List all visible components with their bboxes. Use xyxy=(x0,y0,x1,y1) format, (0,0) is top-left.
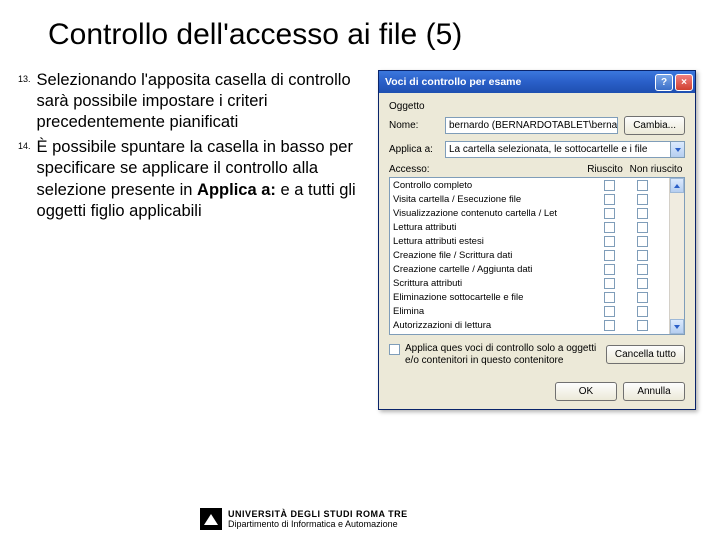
applyto-value: La cartella selezionata, le sottocartell… xyxy=(446,144,670,155)
permission-row: Scrittura attributi xyxy=(390,276,669,290)
permission-row: Controllo completo xyxy=(390,178,669,192)
dialog-title: Voci di controllo per esame xyxy=(385,76,653,88)
success-checkbox[interactable] xyxy=(604,320,615,331)
permission-row: Visita cartella / Esecuzione file xyxy=(390,192,669,206)
permission-row: Autorizzazioni di lettura xyxy=(390,318,669,332)
col-fail: Non riuscito xyxy=(627,164,685,175)
fail-checkbox[interactable] xyxy=(637,208,648,219)
bullet-list: 13. Selezionando l'apposita casella di c… xyxy=(18,70,378,410)
clear-all-button[interactable]: Cancella tutto xyxy=(606,345,685,364)
group-label: Oggetto xyxy=(389,101,685,112)
permission-name: Creazione cartelle / Aggiunta dati xyxy=(393,264,598,275)
scroll-up-icon[interactable] xyxy=(670,178,684,193)
list-number: 14. xyxy=(18,137,37,221)
success-checkbox[interactable] xyxy=(604,292,615,303)
slide-title: Controllo dell'accesso ai file (5) xyxy=(0,0,720,52)
footer-line2: Dipartimento di Informatica e Automazion… xyxy=(228,519,408,529)
list-text: È possibile spuntare la casella in basso… xyxy=(37,137,372,221)
fail-checkbox[interactable] xyxy=(637,264,648,275)
apply-only-checkbox[interactable]: Applica ques voci di controllo solo a og… xyxy=(389,343,600,366)
permission-name: Controllo completo xyxy=(393,180,598,191)
applyto-combo[interactable]: La cartella selezionata, le sottocartell… xyxy=(445,141,685,158)
acl-dialog: Voci di controllo per esame ? × Oggetto … xyxy=(378,70,696,410)
permission-name: Lettura attributi xyxy=(393,222,598,233)
ok-button[interactable]: OK xyxy=(555,382,617,401)
success-checkbox[interactable] xyxy=(604,250,615,261)
permission-row: Lettura attributi xyxy=(390,220,669,234)
success-checkbox[interactable] xyxy=(604,222,615,233)
success-checkbox[interactable] xyxy=(604,264,615,275)
permission-name: Autorizzazioni di lettura xyxy=(393,320,598,331)
footer: UNIVERSITÀ DEGLI STUDI ROMA TRE Dipartim… xyxy=(200,508,408,530)
fail-checkbox[interactable] xyxy=(637,194,648,205)
fail-checkbox[interactable] xyxy=(637,250,648,261)
footer-line1: UNIVERSITÀ DEGLI STUDI ROMA TRE xyxy=(228,509,408,519)
scrollbar[interactable] xyxy=(669,178,684,334)
fail-checkbox[interactable] xyxy=(637,306,648,317)
permission-row: Creazione file / Scrittura dati xyxy=(390,248,669,262)
change-button[interactable]: Cambia... xyxy=(624,116,685,135)
checkbox-icon[interactable] xyxy=(389,344,400,355)
fail-checkbox[interactable] xyxy=(637,278,648,289)
list-item: 14. È possibile spuntare la casella in b… xyxy=(18,137,372,221)
success-checkbox[interactable] xyxy=(604,194,615,205)
permission-name: Creazione file / Scrittura dati xyxy=(393,250,598,261)
permission-row: Creazione cartelle / Aggiunta dati xyxy=(390,262,669,276)
help-icon[interactable]: ? xyxy=(655,74,673,91)
fail-checkbox[interactable] xyxy=(637,320,648,331)
permission-row: Visualizzazione contenuto cartella / Let xyxy=(390,206,669,220)
permission-row: Lettura attributi estesi xyxy=(390,234,669,248)
permission-name: Visualizzazione contenuto cartella / Let xyxy=(393,208,598,219)
fail-checkbox[interactable] xyxy=(637,222,648,233)
permission-name: Elimina xyxy=(393,306,598,317)
list-item: 13. Selezionando l'apposita casella di c… xyxy=(18,70,372,133)
list-text: Selezionando l'apposita casella di contr… xyxy=(37,70,372,133)
scroll-track[interactable] xyxy=(670,193,684,319)
fail-checkbox[interactable] xyxy=(637,180,648,191)
list-number: 13. xyxy=(18,70,37,133)
university-logo xyxy=(200,508,222,530)
success-checkbox[interactable] xyxy=(604,306,615,317)
permission-row: Elimina xyxy=(390,304,669,318)
success-checkbox[interactable] xyxy=(604,278,615,289)
name-label: Nome: xyxy=(389,120,445,131)
permission-name: Scrittura attributi xyxy=(393,278,598,289)
cancel-button[interactable]: Annulla xyxy=(623,382,685,401)
permissions-list: Controllo completo Visita cartella / Esec… xyxy=(389,177,685,335)
access-label: Accesso: xyxy=(389,164,430,175)
success-checkbox[interactable] xyxy=(604,180,615,191)
permission-name: Lettura attributi estesi xyxy=(393,236,598,247)
col-success: Riuscito xyxy=(583,164,627,175)
permission-row: Eliminazione sottocartelle e file xyxy=(390,290,669,304)
apply-only-label: Applica ques voci di controllo solo a og… xyxy=(405,343,600,366)
chevron-down-icon[interactable] xyxy=(670,142,684,157)
scroll-down-icon[interactable] xyxy=(670,319,684,334)
dialog-titlebar[interactable]: Voci di controllo per esame ? × xyxy=(379,71,695,93)
fail-checkbox[interactable] xyxy=(637,236,648,247)
name-field[interactable]: bernardo (BERNARDOTABLET\berna xyxy=(445,117,618,134)
permission-name: Eliminazione sottocartelle e file xyxy=(393,292,598,303)
permission-name: Visita cartella / Esecuzione file xyxy=(393,194,598,205)
close-icon[interactable]: × xyxy=(675,74,693,91)
applyto-label: Applica a: xyxy=(389,144,445,155)
success-checkbox[interactable] xyxy=(604,208,615,219)
success-checkbox[interactable] xyxy=(604,236,615,247)
fail-checkbox[interactable] xyxy=(637,292,648,303)
